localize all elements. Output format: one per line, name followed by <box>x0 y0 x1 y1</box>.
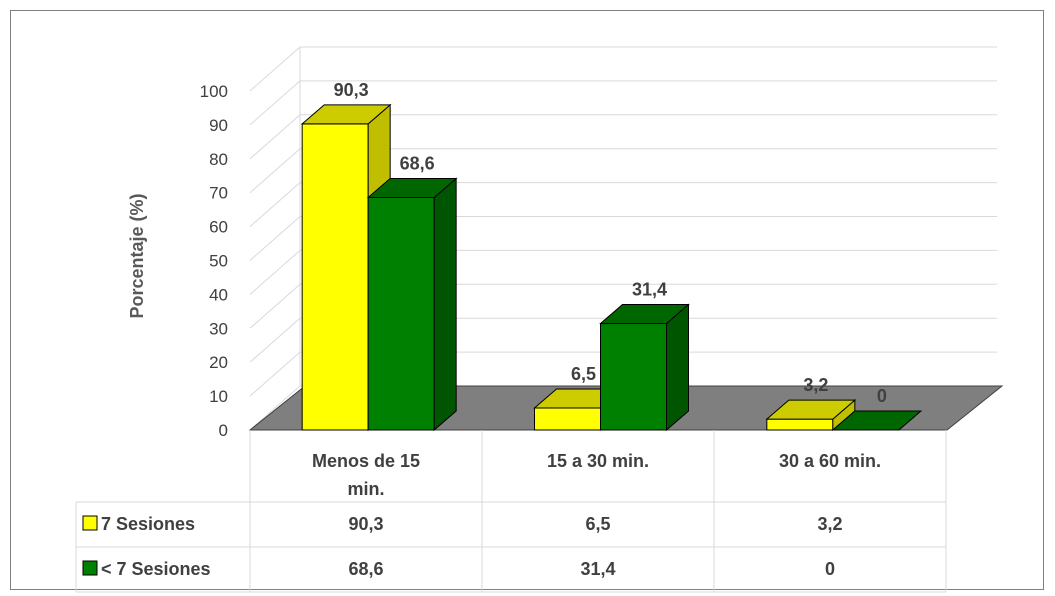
y-axis-ticks: 0 10 20 30 40 50 60 70 80 90 100 <box>200 82 228 440</box>
data-label: 3,2 <box>803 375 828 395</box>
legend-label: 7 Sesiones <box>101 514 195 534</box>
table-cell: 0 <box>825 559 835 579</box>
bar <box>831 410 923 431</box>
data-label: 68,6 <box>400 153 435 173</box>
bar-top <box>300 104 392 125</box>
y-axis-title: Porcentaje (%) <box>127 193 147 318</box>
data-label: 0 <box>877 386 887 406</box>
y-tick-label: 80 <box>209 150 228 169</box>
gridline-side <box>249 283 301 329</box>
gridline-side <box>249 385 301 431</box>
bar-front <box>766 418 834 431</box>
bar-front <box>367 196 435 431</box>
y-tick-label: 70 <box>209 184 228 203</box>
gridline-side <box>249 351 301 397</box>
y-tick-label: 0 <box>219 421 228 440</box>
table-cell: 6,5 <box>585 514 610 534</box>
y-tick-label: 40 <box>209 285 228 304</box>
bar-front <box>301 123 369 431</box>
bar-side <box>433 177 457 432</box>
gridline-side <box>249 182 301 227</box>
gridline-side <box>249 114 301 160</box>
table-cell: 68,6 <box>348 559 383 579</box>
data-label: 31,4 <box>632 280 667 300</box>
y-tick-label: 60 <box>209 218 228 237</box>
table-cell: 90,3 <box>348 514 383 534</box>
table-cell: 3,2 <box>817 514 842 534</box>
gridline-side <box>249 216 301 261</box>
legend-key <box>82 515 98 531</box>
x-category-label: Menos de 15 min. <box>312 451 420 499</box>
gridline-side <box>249 80 301 126</box>
bar-side <box>666 303 689 432</box>
y-tick-label: 90 <box>209 116 228 135</box>
chart-frame <box>10 10 1044 590</box>
data-table: Menos de 15 min. 15 a 30 min. 30 a 60 min. 7… <box>75 430 947 593</box>
bar-top <box>599 304 690 325</box>
legend-label: < 7 Sesiones <box>101 559 211 579</box>
data-label: 90,3 <box>334 80 369 100</box>
bars <box>300 103 923 432</box>
y-tick-label: 50 <box>209 252 228 271</box>
y-tick-label: 10 <box>209 387 228 406</box>
bar <box>765 399 857 432</box>
bar-front <box>600 323 667 431</box>
gridline-side <box>249 250 301 295</box>
gridline-side <box>249 317 301 363</box>
x-category-label: 30 a 60 min. <box>779 451 881 471</box>
bar-front <box>534 407 601 431</box>
y-tick-label: 100 <box>200 82 228 101</box>
data-label: 6,5 <box>571 364 596 384</box>
bar <box>366 177 458 432</box>
y-tick-label: 30 <box>209 319 228 338</box>
bar-top <box>831 410 923 431</box>
bar-top <box>366 177 458 198</box>
gridline-side <box>249 148 301 194</box>
table-cell: 31,4 <box>580 559 615 579</box>
bar <box>300 103 392 432</box>
bar-top <box>765 399 857 420</box>
bar <box>599 303 690 432</box>
data-labels: 90,3 68,6 6,5 31,4 3,2 0 <box>334 80 887 406</box>
y-tick-label: 20 <box>209 353 228 372</box>
gridline-side <box>249 46 301 92</box>
legend-key <box>82 560 98 576</box>
x-category-label: 15 a 30 min. <box>547 451 649 471</box>
